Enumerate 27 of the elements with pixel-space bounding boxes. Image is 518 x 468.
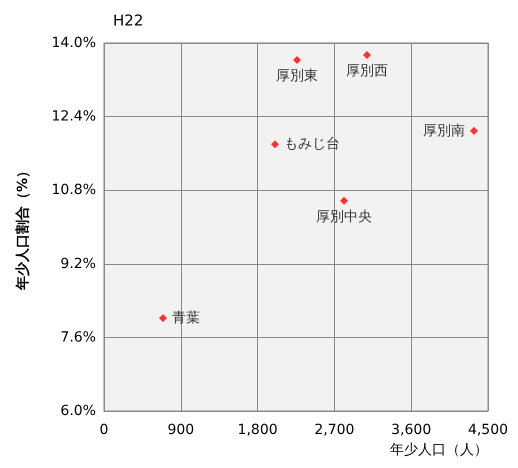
x-tick-label: 0 (100, 422, 108, 438)
x-tick-label: 2,700 (314, 422, 354, 438)
y-tick-label: 6.0% (60, 403, 96, 419)
y-axis-title: 年少人口割合（%） (14, 164, 31, 292)
x-tick-label: 1,800 (238, 422, 278, 438)
point (158, 314, 167, 322)
y-tick-label: 10.8% (52, 182, 96, 198)
x-tick-label: 3,600 (391, 422, 432, 438)
chart-title: H22 (113, 12, 144, 30)
x-tick-label: 4,500 (468, 422, 508, 438)
point (340, 196, 348, 205)
point (470, 126, 478, 135)
annotation: 厚別東 (276, 68, 318, 84)
annotation: 厚別中央 (316, 208, 372, 225)
y-tick-label: 14.0% (52, 35, 96, 51)
point (293, 56, 302, 64)
y-tick-label: 9.2% (60, 256, 96, 272)
annotation: もみじ台 (284, 136, 340, 152)
annotation: 青葉 (172, 310, 200, 326)
point (271, 140, 280, 148)
annotation: 厚別西 (346, 62, 388, 79)
x-tick-label: 900 (167, 422, 194, 438)
y-tick-label: 12.4% (52, 108, 96, 125)
annotation: 厚別南 (423, 122, 466, 139)
x-axis-title: 年少人口（人） (390, 442, 488, 458)
y-tick-label: 7.6% (60, 329, 96, 346)
point (362, 50, 371, 59)
